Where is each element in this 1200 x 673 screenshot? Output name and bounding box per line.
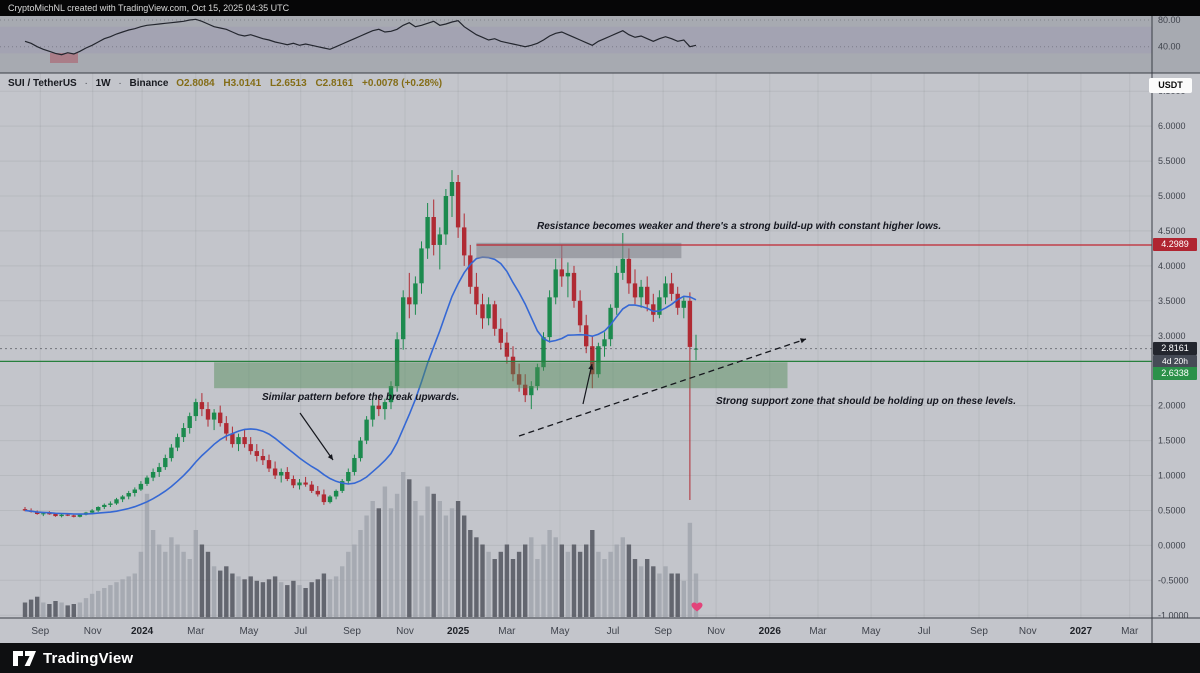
change-value: +0.0078 (+0.28%) xyxy=(362,78,443,89)
svg-text:Nov: Nov xyxy=(1019,626,1037,637)
annotation-similar-pattern-note[interactable]: Similar pattern before the break upwards… xyxy=(262,392,460,403)
svg-text:5.5000: 5.5000 xyxy=(1158,156,1186,166)
annotation-resistance-note[interactable]: Resistance becomes weaker and there's a … xyxy=(537,221,942,232)
svg-text:Mar: Mar xyxy=(187,626,205,637)
svg-text:0.0000: 0.0000 xyxy=(1158,540,1186,550)
svg-text:6.0000: 6.0000 xyxy=(1158,121,1186,131)
svg-text:2026: 2026 xyxy=(759,626,782,637)
svg-text:-1.0000: -1.0000 xyxy=(1158,610,1189,620)
svg-text:Mar: Mar xyxy=(1121,626,1139,637)
support-price-label: 2.6338 xyxy=(1153,367,1197,380)
svg-text:Mar: Mar xyxy=(498,626,516,637)
tradingview-logo-icon[interactable] xyxy=(13,649,36,668)
svg-text:4.0000: 4.0000 xyxy=(1158,261,1186,271)
svg-text:4.5000: 4.5000 xyxy=(1158,226,1186,236)
svg-text:Jul: Jul xyxy=(918,626,931,637)
svg-text:Sep: Sep xyxy=(654,626,672,637)
svg-text:80.00: 80.00 xyxy=(1158,15,1181,25)
svg-text:1.0000: 1.0000 xyxy=(1158,471,1186,481)
tradingview-brand[interactable]: TradingView xyxy=(43,649,134,667)
svg-text:2024: 2024 xyxy=(131,626,154,637)
svg-text:40.00: 40.00 xyxy=(1158,42,1181,52)
svg-text:2027: 2027 xyxy=(1070,626,1093,637)
svg-text:Jul: Jul xyxy=(607,626,620,637)
annotation-arrow-1[interactable] xyxy=(299,412,334,461)
svg-text:1.5000: 1.5000 xyxy=(1158,436,1186,446)
svg-text:3.0000: 3.0000 xyxy=(1158,331,1186,341)
footer-bar: TradingView xyxy=(0,643,1200,673)
volume-bars xyxy=(22,472,699,618)
attribution-bar: CryptoMichNL created with TradingView.co… xyxy=(0,0,1200,16)
svg-text:Nov: Nov xyxy=(707,626,725,637)
support-zone[interactable] xyxy=(214,362,788,389)
svg-text:May: May xyxy=(862,626,881,637)
svg-text:Sep: Sep xyxy=(31,626,49,637)
interval-label[interactable]: 1W xyxy=(95,78,111,89)
ma-line xyxy=(24,256,697,515)
annotation-support-note[interactable]: Strong support zone that should be holdi… xyxy=(716,396,1017,407)
svg-text:2.0000: 2.0000 xyxy=(1158,401,1186,411)
rsi-band xyxy=(0,26,1152,54)
resistance-zone[interactable] xyxy=(476,242,682,259)
svg-text:Sep: Sep xyxy=(343,626,361,637)
symbol-info-bar: SUI / TetherUS · 1W · Binance O2.8084 H3… xyxy=(8,78,448,89)
annotation-arrow-2[interactable] xyxy=(582,363,593,405)
separator: · xyxy=(84,78,88,89)
symbol-name[interactable]: SUI / TetherUS xyxy=(8,78,77,89)
close-value: C2.8161 xyxy=(315,78,354,89)
svg-text:Nov: Nov xyxy=(396,626,414,637)
svg-text:-0.5000: -0.5000 xyxy=(1158,575,1189,585)
open-value: O2.8084 xyxy=(176,78,215,89)
price-scale-currency-button[interactable]: USDT xyxy=(1149,78,1192,93)
last-price-label: 2.8161 xyxy=(1153,342,1197,355)
svg-text:2025: 2025 xyxy=(447,626,470,637)
svg-text:3.5000: 3.5000 xyxy=(1158,296,1186,306)
separator: · xyxy=(118,78,122,89)
trendline-dashed[interactable] xyxy=(518,338,807,437)
resistance-price-label: 4.2989 xyxy=(1153,238,1197,251)
svg-text:May: May xyxy=(239,626,258,637)
annotation-arrow-1-head xyxy=(327,454,333,460)
svg-text:Mar: Mar xyxy=(809,626,827,637)
attribution-text: CryptoMichNL created with TradingView.co… xyxy=(8,3,290,13)
svg-text:5.0000: 5.0000 xyxy=(1158,191,1186,201)
svg-text:0.5000: 0.5000 xyxy=(1158,506,1186,516)
low-value: L2.6513 xyxy=(269,78,307,89)
emoji-sticker[interactable] xyxy=(691,602,703,612)
rsi-oversold-marker xyxy=(50,53,78,63)
svg-text:Jul: Jul xyxy=(294,626,307,637)
price-axis-labels[interactable]: 6.50006.00005.50005.00004.50004.00003.50… xyxy=(1158,15,1189,620)
svg-text:May: May xyxy=(551,626,570,637)
annotation-arrow-2-head xyxy=(588,364,594,370)
bar-countdown-label: 4d 20h xyxy=(1153,355,1197,368)
time-axis-labels[interactable]: Sep Nov 2024 Mar May Jul Sep Nov 2025 Mar May Jul Se… xyxy=(31,626,1139,637)
rsi-line xyxy=(24,18,697,56)
trendline-dashed-head xyxy=(800,338,806,344)
rsi-pane-bg xyxy=(0,16,1200,73)
candles xyxy=(22,170,699,518)
svg-text:Sep: Sep xyxy=(970,626,988,637)
svg-text:Nov: Nov xyxy=(84,626,102,637)
exchange-label: Binance xyxy=(129,78,169,89)
high-value: H3.0141 xyxy=(223,78,262,89)
